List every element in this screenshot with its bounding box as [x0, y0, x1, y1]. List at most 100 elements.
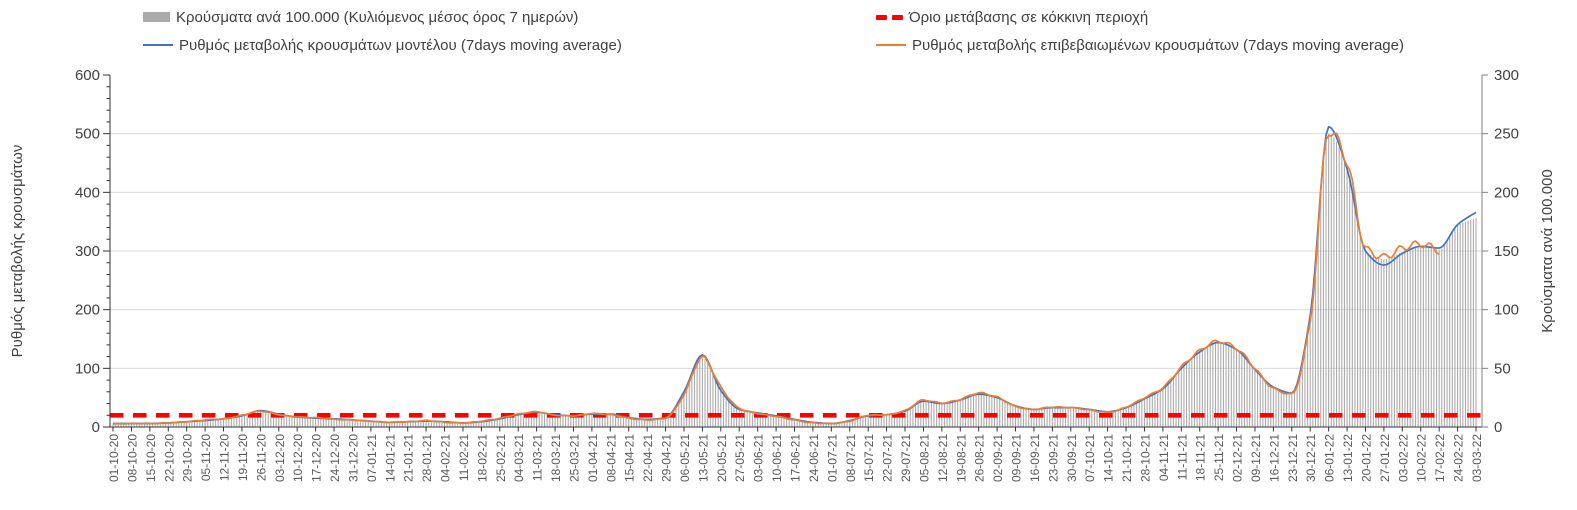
x-tick-label: 30-12-21 — [1304, 434, 1318, 482]
orange-line-swatch-icon — [876, 44, 906, 46]
x-tick-label: 11-11-21 — [1175, 434, 1189, 481]
left-axis-tick-label: 300 — [75, 243, 100, 260]
x-tick-label: 04-03-21 — [512, 434, 526, 482]
left-axis-tick-label: 100 — [75, 360, 100, 377]
x-tick-label: 17-02-22 — [1433, 434, 1447, 482]
x-tick-label: 06-01-22 — [1323, 434, 1337, 482]
legend-item-confirmed: Ρυθμός μεταβολής επιβεβαιωμένων κρουσμάτ… — [876, 36, 1404, 54]
right-axis-tick-label: 200 — [1494, 184, 1519, 201]
model-line-series — [113, 125, 1477, 425]
legend-label-threshold: Όριο μετάβασης σε κόκκινη περιοχή — [909, 8, 1149, 26]
x-tick-label: 16-09-21 — [1028, 434, 1042, 482]
left-axis-tick-label: 600 — [75, 67, 100, 84]
x-tick-label: 08-04-21 — [604, 434, 618, 482]
x-tick-label: 18-03-21 — [549, 434, 563, 482]
x-tick-label: 13-05-21 — [696, 434, 710, 482]
x-tick-label: 11-02-21 — [457, 434, 471, 481]
x-tick-label: 15-07-21 — [862, 434, 876, 482]
x-tick-label: 26-08-21 — [973, 434, 987, 482]
x-tick-label: 06-05-21 — [678, 434, 692, 482]
x-tick-label: 02-12-21 — [1231, 434, 1245, 482]
x-tick-label: 04-02-21 — [439, 434, 453, 482]
x-tick-label: 25-02-21 — [494, 434, 508, 482]
left-axis-tick-label: 500 — [75, 126, 100, 143]
x-tick-label: 17-06-21 — [789, 434, 803, 482]
right-axis-tick-label: 250 — [1494, 126, 1519, 143]
x-tick-label: 27-05-21 — [733, 434, 747, 482]
x-tick-label: 18-11-21 — [1194, 434, 1208, 481]
x-tick-label: 09-09-21 — [1010, 434, 1024, 482]
x-tick-label: 29-04-21 — [660, 434, 674, 482]
legend-label-model: Ρυθμός μεταβολής κρουσμάτων μοντέλου (7d… — [179, 36, 622, 54]
legend-item-bars: Κρούσματα ανά 100.000 (Κυλιόμενος μέσος … — [143, 8, 578, 26]
x-tick-label: 31-12-20 — [346, 434, 360, 482]
legend-label-confirmed: Ρυθμός μεταβολής επιβεβαιωμένων κρουσμάτ… — [912, 36, 1404, 54]
left-axis-tick-label: 400 — [75, 184, 100, 201]
x-tick-label: 23-09-21 — [1046, 434, 1060, 482]
x-tick-label: 23-12-21 — [1286, 434, 1300, 482]
x-tick-label: 07-10-21 — [1083, 434, 1097, 482]
legend-item-model: Ρυθμός μεταβολής κρουσμάτων μοντέλου (7d… — [143, 36, 622, 54]
blue-line-swatch-icon — [143, 44, 173, 46]
x-tick-label: 30-09-21 — [1065, 434, 1079, 482]
x-tick-label: 05-08-21 — [917, 434, 931, 482]
x-tick-label: 14-10-21 — [1102, 434, 1116, 482]
x-tick-label: 01-07-21 — [825, 434, 839, 482]
x-tick-label: 03-06-21 — [752, 434, 766, 482]
x-tick-label: 20-05-21 — [715, 434, 729, 482]
x-tick-label: 14-01-21 — [383, 434, 397, 482]
x-tick-label: 26-11-20 — [254, 434, 268, 481]
legend-item-threshold: Όριο μετάβασης σε κόκκινη περιοχή — [876, 8, 1148, 26]
x-tick-label: 22-04-21 — [641, 434, 655, 482]
x-tick-label: 24-06-21 — [807, 434, 821, 482]
x-tick-label: 15-04-21 — [623, 434, 637, 482]
left-axis-title: Ρυθμός μεταβολής κρουσμάτων — [9, 145, 26, 358]
x-tick-label: 19-11-20 — [236, 434, 250, 481]
x-tick-label: 03-03-22 — [1470, 434, 1484, 482]
right-axis-tick-label: 0 — [1494, 419, 1502, 436]
x-tick-label: 24-12-20 — [328, 434, 342, 482]
x-tick-label: 12-11-20 — [218, 434, 232, 481]
x-tick-label: 04-11-21 — [1157, 434, 1171, 481]
x-tick-label: 12-08-21 — [936, 434, 950, 482]
x-tick-label: 17-12-20 — [310, 434, 324, 482]
x-tick-label: 16-12-21 — [1267, 434, 1281, 482]
right-axis-tick-label: 150 — [1494, 243, 1519, 260]
x-tick-label: 03-12-20 — [273, 434, 287, 482]
confirmed-line-series — [112, 132, 1440, 425]
x-tick-label: 19-08-21 — [954, 434, 968, 482]
right-axis-tick-label: 100 — [1494, 302, 1519, 319]
x-tick-label: 22-07-21 — [881, 434, 895, 482]
x-tick-label: 20-01-22 — [1359, 434, 1373, 482]
right-axis-tick-label: 50 — [1494, 360, 1511, 377]
x-tick-label: 08-10-20 — [125, 434, 139, 482]
x-tick-label: 11-03-21 — [531, 434, 545, 481]
x-tick-label: 25-11-21 — [1212, 434, 1226, 481]
x-tick-label: 01-10-20 — [107, 434, 121, 482]
x-tick-label: 10-12-20 — [291, 434, 305, 482]
x-tick-label: 08-07-21 — [844, 434, 858, 482]
bars-series — [112, 133, 1477, 428]
x-tick-label: 13-01-22 — [1341, 434, 1355, 482]
x-tick-label: 27-01-22 — [1378, 434, 1392, 482]
x-tick-label: 25-03-21 — [567, 434, 581, 482]
red-dash-swatch-icon — [876, 14, 903, 20]
legend-label-bars: Κρούσματα ανά 100.000 (Κυλιόμενος μέσος … — [176, 8, 579, 26]
x-tick-label: 24-02-22 — [1452, 434, 1466, 482]
x-tick-label: 28-10-21 — [1138, 434, 1152, 482]
x-tick-label: 18-02-21 — [475, 434, 489, 482]
x-tick-label: 10-02-22 — [1415, 434, 1429, 482]
x-tick-label: 03-02-22 — [1396, 434, 1410, 482]
x-tick-label: 05-11-20 — [199, 434, 213, 481]
right-axis-tick-label: 300 — [1494, 67, 1519, 84]
x-tick-label: 15-10-20 — [144, 434, 158, 482]
bar-swatch-icon — [143, 12, 170, 22]
x-tick-label: 10-06-21 — [770, 434, 784, 482]
x-tick-label: 07-01-21 — [365, 434, 379, 482]
x-tick-label: 09-12-21 — [1249, 434, 1263, 482]
right-axis-title: Κρούσματα ανά 100.000 — [1539, 169, 1556, 332]
x-tick-label: 28-01-21 — [420, 434, 434, 482]
left-axis-tick-label: 200 — [75, 302, 100, 319]
